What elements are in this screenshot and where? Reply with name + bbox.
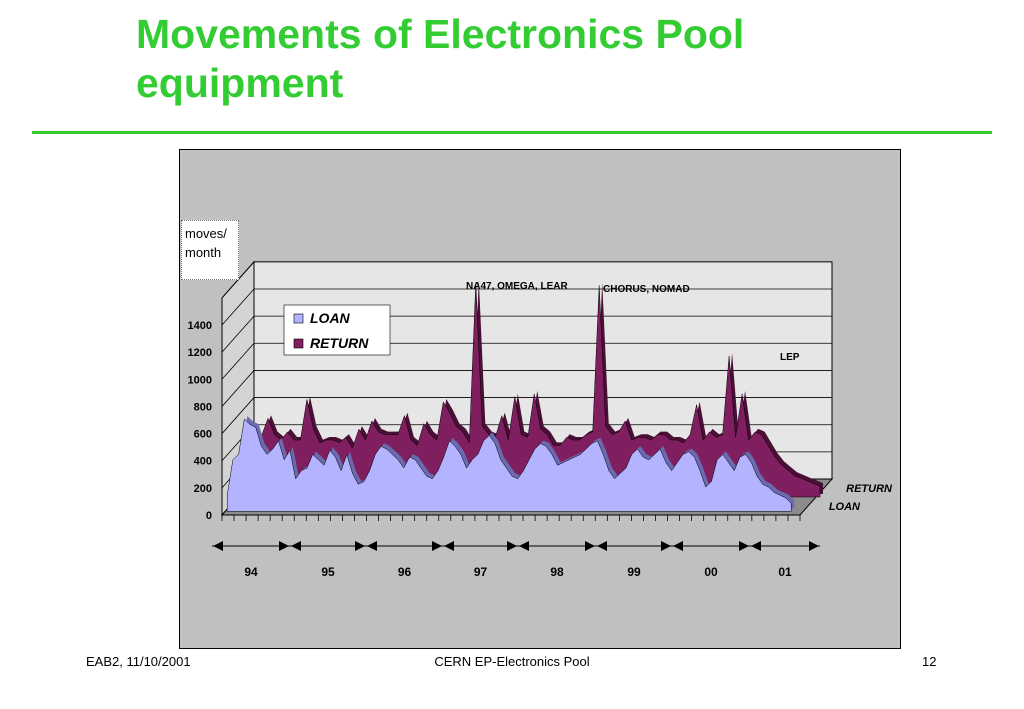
y-axis-unit-line-1: moves/ [185, 226, 227, 241]
legend-swatch-return [293, 338, 304, 349]
slide-title: Movements of Electronics Pool equipment [136, 10, 936, 108]
y-tick-label-400: 400 [194, 456, 212, 468]
year-arrow-head-right [809, 541, 819, 551]
gridline-side-800 [221, 370, 255, 407]
annotation-label: NA47, OMEGA, LEAR [466, 281, 568, 292]
year-arrow-head-right [507, 541, 517, 551]
legend-label-loan: LOAN [310, 310, 351, 326]
series-loan-area [226, 418, 792, 512]
year-arrow-head-left [213, 541, 223, 551]
year-arrow-head-right [432, 541, 442, 551]
year-arrow-head-right [279, 541, 289, 551]
year-label-01: 01 [778, 565, 792, 579]
y-tick-label-200: 200 [194, 483, 212, 495]
y-axis-unit-line-2: month [185, 245, 222, 260]
year-arrow-head-left [367, 541, 377, 551]
year-arrow-head-left [751, 541, 761, 551]
year-label-98: 98 [550, 565, 564, 579]
year-label-96: 96 [398, 565, 412, 579]
year-arrow-head-left [519, 541, 529, 551]
chart-legend: LOAN RETURN [283, 304, 391, 356]
year-arrow-head-right [585, 541, 595, 551]
series-depth-label-loan: LOAN [829, 501, 861, 513]
year-arrow-head-left [291, 541, 301, 551]
year-arrow-head-left [444, 541, 454, 551]
y-tick-label-800: 800 [194, 401, 212, 413]
year-label-95: 95 [321, 565, 335, 579]
annotation-label: CHORUS, NOMAD [603, 284, 690, 295]
gridline-side-600 [221, 397, 255, 434]
year-arrow-head-right [739, 541, 749, 551]
gridline-side-1000 [221, 343, 255, 380]
year-arrow-head-right [661, 541, 671, 551]
legend-label-return: RETURN [310, 335, 369, 351]
series-return-area [241, 282, 821, 498]
year-arrow-head-left [673, 541, 683, 551]
slide-title-line-1: Movements of Electronics Pool [136, 11, 745, 57]
y-axis-unit-label: moves/ month [181, 220, 239, 280]
year-arrow-head-left [597, 541, 607, 551]
y-tick-label-1000: 1000 [188, 374, 212, 386]
gridline-side-1400 [221, 288, 255, 326]
series-depth-label-return: RETURN [846, 483, 893, 495]
y-tick-label-0: 0 [206, 510, 212, 522]
year-label-97: 97 [474, 565, 488, 579]
year-label-94: 94 [244, 565, 258, 579]
footer-title: CERN EP-Electronics Pool [434, 654, 590, 669]
year-label-00: 00 [704, 565, 718, 579]
legend-swatch-loan [293, 313, 304, 324]
annotation-label: LEP [780, 352, 800, 363]
y-tick-label-1400: 1400 [188, 320, 212, 332]
gridline-side-1200 [221, 315, 255, 353]
footer-page-number: 12 [922, 654, 937, 669]
y-tick-label-1200: 1200 [188, 347, 212, 359]
year-arrow-head-right [355, 541, 365, 551]
slide-title-line-2: equipment [136, 60, 344, 106]
year-label-99: 99 [627, 565, 641, 579]
title-underline [32, 131, 992, 134]
footer-date: EAB2, 11/10/2001 [86, 654, 191, 669]
y-tick-label-600: 600 [194, 429, 212, 441]
